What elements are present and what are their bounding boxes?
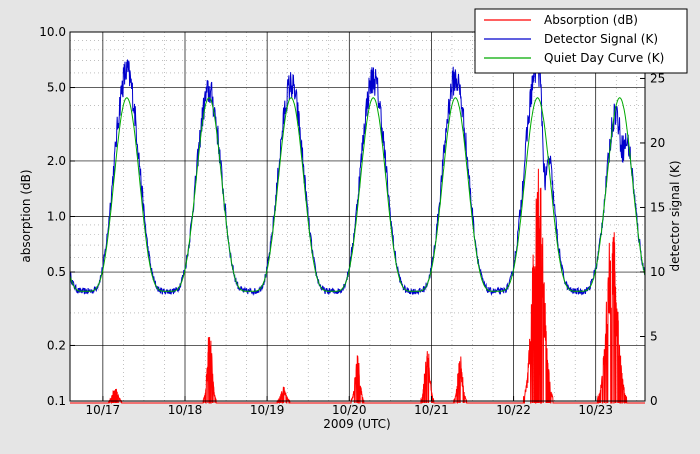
legend-label-absorption: Absorption (dB) xyxy=(544,13,638,27)
y2-tick-label: 15 xyxy=(650,200,665,214)
absorption-series-line xyxy=(70,168,645,404)
legend: Absorption (dB) Detector Signal (K) Quie… xyxy=(474,8,688,74)
y2-tick-label: 0 xyxy=(650,394,658,408)
y-tick-label: 0.1 xyxy=(47,394,66,408)
y-tick-label: 5.0 xyxy=(47,81,66,95)
y2-tick-label: 10 xyxy=(650,265,665,279)
quiet-day-curve-series-line xyxy=(69,97,646,292)
x-axis-label: 2009 (UTC) xyxy=(323,417,391,431)
x-tick-label: 10/20 xyxy=(332,403,367,417)
y-tick-label: 2.0 xyxy=(47,154,66,168)
y-axis-label: absorption (dB) xyxy=(19,169,33,262)
x-tick-label: 10/23 xyxy=(578,403,613,417)
legend-label-detector: Detector Signal (K) xyxy=(544,32,658,46)
x-tick-label: 10/18 xyxy=(168,403,203,417)
series-layer xyxy=(69,53,646,404)
x-tick-label: 10/22 xyxy=(496,403,531,417)
legend-label-quiet-day: Quiet Day Curve (K) xyxy=(544,51,664,65)
y2-tick-label: 25 xyxy=(650,71,665,85)
y-tick-label: 1.0 xyxy=(47,210,66,224)
y-tick-label: 0.5 xyxy=(47,265,66,279)
y-tick-label: 0.2 xyxy=(47,338,66,352)
axes: 0.1 0.2 0.5 1.0 2.0 5.0 10.0 0 5 10 15 20 25 10/17 10/… xyxy=(39,25,665,417)
x-tick-label: 10/21 xyxy=(414,403,449,417)
y2-axis-label: detector signal (K) xyxy=(668,160,682,271)
grid xyxy=(70,31,645,402)
y-tick-label: 10.0 xyxy=(39,25,66,39)
x-tick-label: 10/17 xyxy=(86,403,121,417)
x-tick-label: 10/19 xyxy=(250,403,285,417)
y2-tick-label: 20 xyxy=(650,136,665,150)
y2-tick-label: 5 xyxy=(650,329,658,343)
